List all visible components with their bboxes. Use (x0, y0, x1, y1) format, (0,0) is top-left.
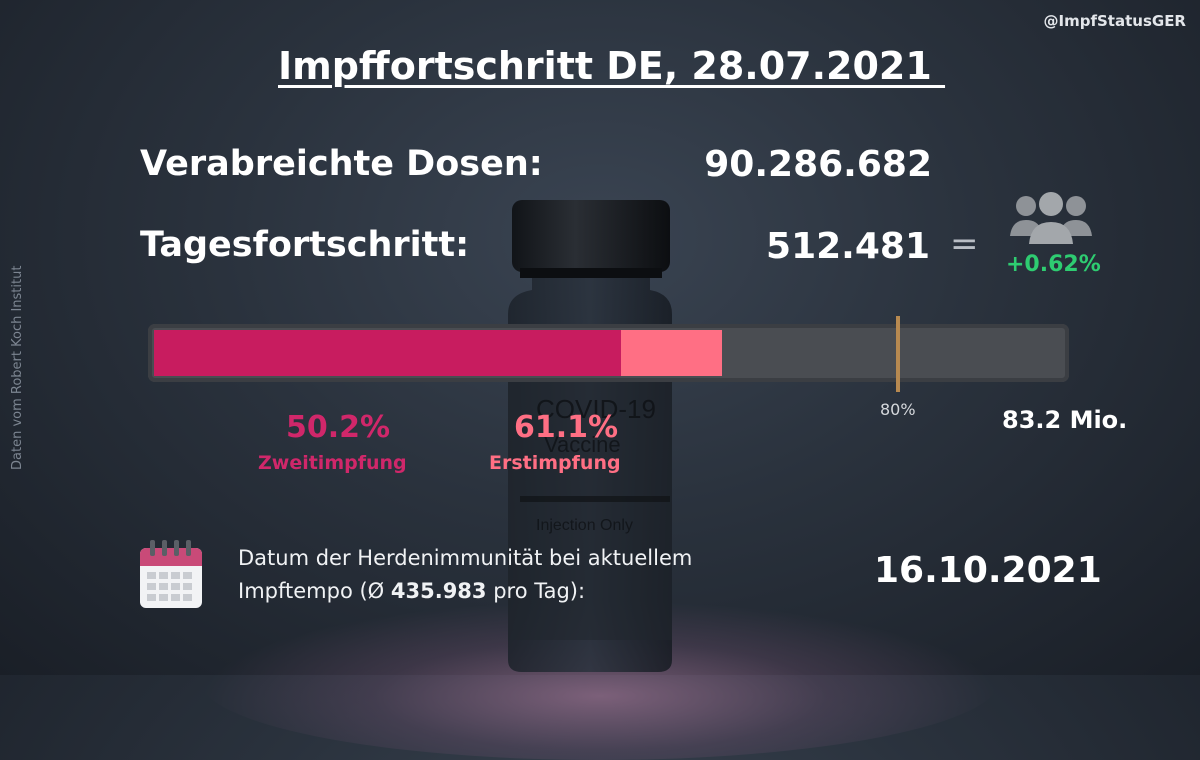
second-dose-bar (154, 330, 621, 376)
herd-immunity-date: 16.10.2021 (874, 550, 1102, 591)
daily-label: Tagesfortschritt: (140, 225, 470, 265)
people-group-icon (1010, 192, 1092, 244)
herd-immunity-marker (896, 316, 900, 392)
first-dose-label: Erstimpfung (489, 452, 621, 474)
herd-text-prefix: Impftempo (Ø (238, 579, 391, 603)
vaccination-progress-bar (148, 324, 1069, 382)
average-daily-doses: 435.983 (390, 579, 487, 603)
doses-label: Verabreichte Dosen: (140, 144, 543, 184)
first-dose-percent: 61.1% (514, 410, 619, 445)
marker-label: 80% (880, 400, 916, 419)
second-dose-percent: 50.2% (286, 410, 391, 445)
second-dose-label: Zweitimpfung (258, 452, 407, 474)
page-title: Impffortschritt DE, 28.07.2021 (278, 44, 946, 88)
herd-text-line2: Impftempo (Ø 435.983 pro Tag): (238, 575, 692, 608)
vial-text-2: Vaccine (544, 432, 621, 457)
daily-percent-badge: +0.62% (1006, 252, 1101, 277)
herd-text-suffix: pro Tag): (486, 579, 586, 603)
herd-immunity-description: Datum der Herdenimmunität bei aktuellem … (238, 542, 692, 608)
population-total: 83.2 Mio. (1002, 406, 1128, 434)
vial-text-1: COVID-19 (536, 394, 656, 424)
equals-sign: = (950, 224, 979, 264)
calendar-icon (140, 540, 202, 608)
doses-value: 90.286.682 (704, 144, 932, 185)
data-source-credit: Daten vom Robert Koch Institut (10, 265, 25, 470)
vial-text-3: Injection Only (536, 517, 633, 534)
herd-text-line1: Datum der Herdenimmunität bei aktuellem (238, 546, 693, 570)
twitter-handle: @ImpfStatusGER (1043, 12, 1186, 30)
daily-value: 512.481 (766, 226, 930, 267)
